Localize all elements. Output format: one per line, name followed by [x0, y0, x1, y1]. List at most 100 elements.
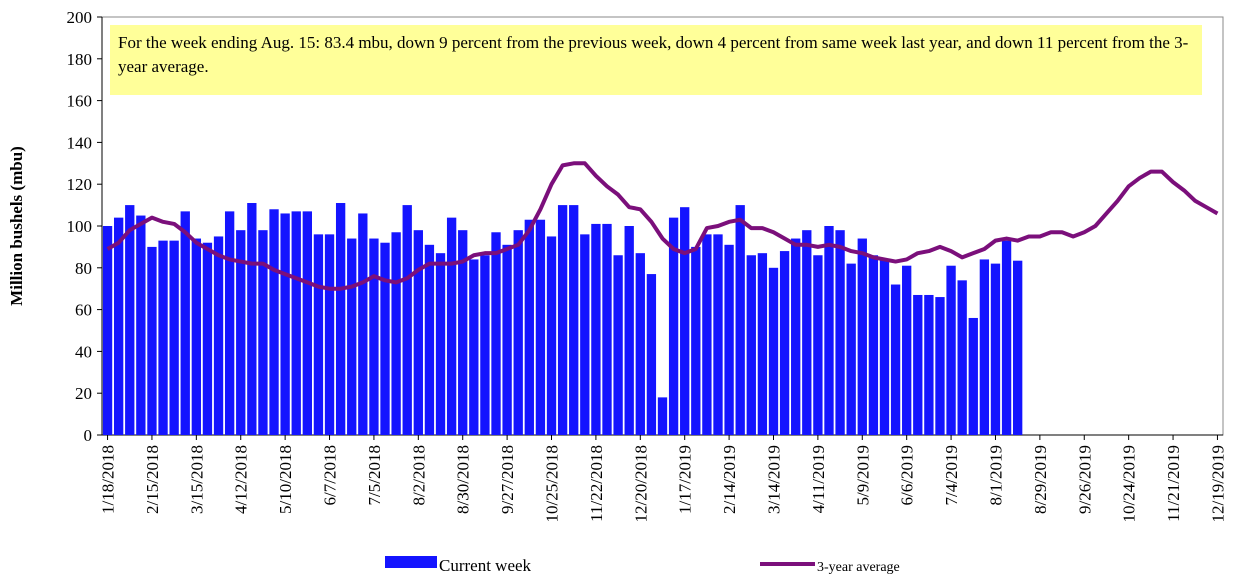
bar [546, 236, 557, 435]
bar [224, 211, 235, 435]
bar [1013, 260, 1023, 435]
bar [868, 255, 879, 435]
bar [180, 211, 190, 435]
bar [458, 230, 468, 435]
bar [657, 397, 668, 435]
x-tick-label: 3/15/2018 [187, 445, 206, 514]
legend-label: 3-year average [817, 560, 900, 575]
bar [791, 238, 801, 435]
bar [291, 211, 301, 435]
bar [424, 244, 435, 435]
bar [213, 236, 224, 435]
y-tick-label: 20 [75, 384, 92, 403]
x-tick-label: 4/12/2018 [232, 445, 251, 514]
y-tick-label: 100 [67, 217, 93, 236]
y-tick-label: 140 [67, 133, 93, 152]
y-tick-label: 200 [67, 8, 93, 27]
bar [480, 255, 490, 435]
bar [635, 253, 645, 435]
bar [158, 240, 168, 435]
bar [813, 255, 823, 435]
y-tick-label: 60 [75, 301, 92, 320]
x-tick-label: 1/17/2019 [676, 445, 695, 514]
bar [602, 223, 612, 435]
bar [280, 213, 290, 435]
bar [169, 240, 179, 435]
bar [435, 253, 446, 435]
y-tick-label: 80 [75, 259, 92, 278]
x-tick-label: 7/4/2019 [942, 445, 961, 505]
x-tick-label: 8/2/2018 [409, 445, 428, 505]
x-tick-label: 11/21/2019 [1164, 445, 1183, 522]
x-tick-label: 4/11/2019 [809, 445, 828, 513]
x-tick-label: 10/24/2019 [1120, 445, 1139, 522]
bar [191, 238, 202, 435]
x-tick-label: 6/6/2019 [898, 445, 917, 505]
bar [269, 209, 279, 435]
bar [136, 215, 146, 435]
bar [502, 244, 512, 435]
bar [990, 263, 1001, 435]
x-tick-label: 8/29/2019 [1031, 445, 1050, 514]
bar [668, 217, 679, 435]
bar [779, 251, 790, 435]
bar [358, 213, 368, 435]
bar [302, 211, 312, 435]
x-tick-label: 7/5/2018 [365, 445, 384, 505]
bar [913, 294, 923, 435]
y-tick-label: 120 [67, 175, 93, 194]
bar [968, 317, 978, 435]
bar [957, 280, 967, 435]
x-tick-label: 2/15/2018 [143, 445, 162, 514]
legend-swatch [385, 556, 437, 568]
annotation: For the week ending Aug. 15: 83.4 mbu, d… [110, 25, 1202, 95]
bar [680, 207, 690, 435]
x-tick-label: 9/26/2019 [1075, 445, 1094, 514]
bar [979, 259, 990, 435]
bar [890, 284, 901, 435]
bar [513, 230, 523, 435]
bar [369, 238, 379, 435]
bar [624, 226, 634, 435]
bar [324, 234, 335, 435]
y-tick-label: 40 [75, 342, 92, 361]
x-tick-label: 6/7/2018 [321, 445, 340, 505]
bar [147, 246, 157, 435]
x-tick-label: 12/20/2018 [631, 445, 650, 522]
bar [835, 230, 845, 435]
line [106, 161, 1219, 291]
bar [802, 230, 812, 435]
bar [335, 203, 346, 435]
x-tick-label: 10/25/2018 [543, 445, 562, 522]
y-tick-label: 160 [67, 92, 93, 111]
x-tick-label: 8/1/2019 [986, 445, 1005, 505]
bar [402, 205, 412, 435]
bar [713, 234, 723, 435]
y-tick-label: 0 [84, 426, 93, 445]
bar [102, 226, 113, 435]
bar [646, 274, 657, 435]
bar [524, 219, 534, 435]
bar [735, 205, 745, 435]
bar [757, 253, 768, 435]
y-axis-label: Million bushels (mbu) [7, 146, 26, 306]
x-tick-label: 9/27/2018 [498, 445, 517, 514]
bar [446, 217, 457, 435]
x-tick-label: 3/14/2019 [764, 445, 783, 514]
bar [935, 297, 945, 435]
bar [113, 217, 124, 435]
bar [125, 205, 135, 435]
bar [557, 205, 568, 435]
bar [768, 267, 779, 435]
bar [580, 234, 590, 435]
x-tick-label: 8/30/2018 [454, 445, 473, 514]
bar [569, 205, 579, 435]
bar [1001, 240, 1012, 435]
x-tick-label: 2/14/2019 [720, 445, 739, 514]
bar [691, 246, 701, 435]
bar [258, 230, 268, 435]
bar [857, 238, 867, 435]
bar [347, 238, 357, 435]
